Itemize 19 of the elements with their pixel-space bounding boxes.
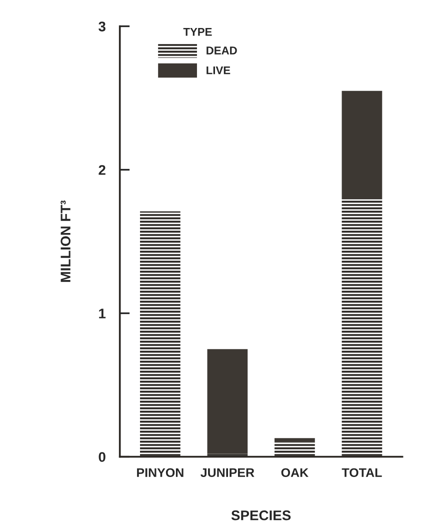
bar — [207, 349, 248, 454]
x-tick-label: JUNIPER — [200, 468, 254, 478]
y-axis-title: MILLION FT³ — [60, 200, 70, 282]
x-tick-label: OAK — [281, 468, 308, 478]
x-tick-label: PINYON — [137, 468, 184, 478]
legend-title: TYPE — [183, 28, 212, 36]
legend-label: LIVE — [206, 66, 230, 74]
x-tick-label: TOTAL — [342, 468, 382, 478]
y-tick-label: 2 — [98, 165, 106, 175]
bar — [342, 198, 382, 457]
y-tick-label: 3 — [98, 22, 106, 32]
bar — [274, 438, 315, 442]
y-tick-label: 1 — [99, 308, 106, 318]
y-tick-label: 0 — [98, 452, 106, 462]
legend-label: DEAD — [206, 46, 237, 54]
bar — [274, 442, 315, 457]
bar — [140, 211, 180, 457]
bar — [342, 90, 382, 198]
x-axis-title: SPECIES — [231, 510, 291, 520]
